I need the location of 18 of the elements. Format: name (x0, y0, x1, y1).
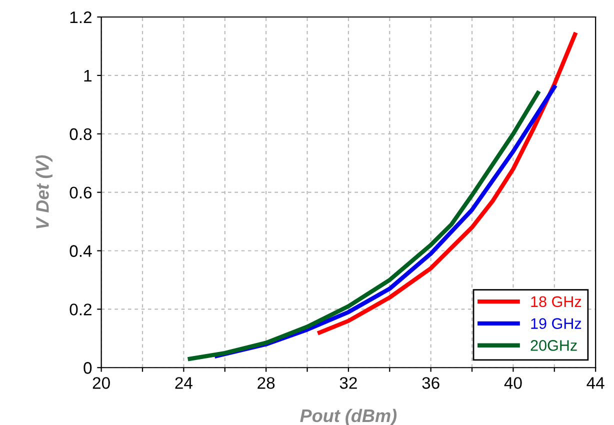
legend-label: 18 GHz (531, 296, 582, 308)
x-tick-label: 20 (92, 377, 110, 389)
y-tick-label: 0 (84, 362, 92, 374)
legend-label: 20GHz (530, 340, 577, 351)
x-tick-label: 44 (586, 377, 604, 389)
y-tick-label: 0.6 (70, 186, 92, 199)
y-tick-label: 1.2 (70, 11, 92, 24)
y-tick-label: 1 (84, 70, 92, 82)
x-tick-label: 32 (340, 377, 357, 389)
y-axis-title: V Det (V) (36, 155, 52, 228)
legend-label: 19 GHz (531, 318, 582, 329)
x-tick-label: 40 (504, 377, 522, 389)
y-tick-label: 0.4 (70, 245, 92, 257)
y-tick-label: 0.2 (70, 304, 92, 316)
x-tick-label: 36 (422, 377, 440, 389)
y-tick-label: 0.8 (70, 128, 92, 140)
x-tick-label: 24 (175, 377, 192, 389)
x-tick-label: 28 (258, 377, 275, 389)
